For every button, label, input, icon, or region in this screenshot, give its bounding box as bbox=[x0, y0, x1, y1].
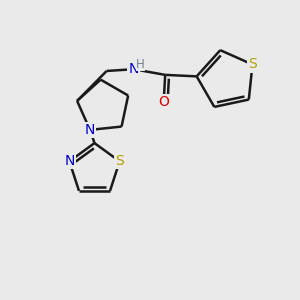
Text: N: N bbox=[64, 154, 75, 168]
Text: N: N bbox=[85, 123, 95, 137]
Text: S: S bbox=[248, 58, 257, 71]
Text: O: O bbox=[158, 95, 169, 110]
Text: N: N bbox=[128, 62, 139, 76]
Text: H: H bbox=[136, 58, 145, 70]
Text: S: S bbox=[115, 154, 124, 168]
